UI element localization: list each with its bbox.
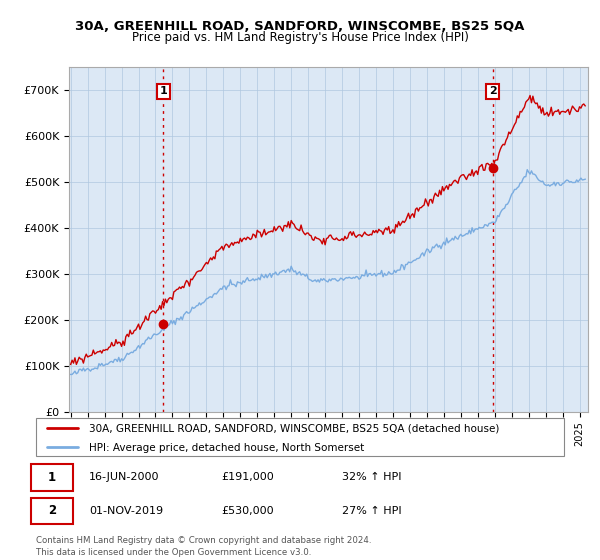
FancyBboxPatch shape [31, 464, 73, 491]
Text: 01-NOV-2019: 01-NOV-2019 [89, 506, 163, 516]
Text: 16-JUN-2000: 16-JUN-2000 [89, 473, 160, 482]
Text: 2: 2 [48, 505, 56, 517]
Text: HPI: Average price, detached house, North Somerset: HPI: Average price, detached house, Nort… [89, 442, 364, 452]
Text: 27% ↑ HPI: 27% ↑ HPI [342, 506, 402, 516]
Text: Price paid vs. HM Land Registry's House Price Index (HPI): Price paid vs. HM Land Registry's House … [131, 31, 469, 44]
Text: £530,000: £530,000 [221, 506, 274, 516]
Text: £191,000: £191,000 [221, 473, 274, 482]
FancyBboxPatch shape [36, 418, 564, 456]
Text: Contains HM Land Registry data © Crown copyright and database right 2024.
This d: Contains HM Land Registry data © Crown c… [36, 536, 371, 557]
Text: 30A, GREENHILL ROAD, SANDFORD, WINSCOMBE, BS25 5QA (detached house): 30A, GREENHILL ROAD, SANDFORD, WINSCOMBE… [89, 423, 499, 433]
Text: 1: 1 [160, 86, 167, 96]
Text: 1: 1 [48, 471, 56, 484]
Text: 30A, GREENHILL ROAD, SANDFORD, WINSCOMBE, BS25 5QA: 30A, GREENHILL ROAD, SANDFORD, WINSCOMBE… [76, 20, 524, 32]
Text: 32% ↑ HPI: 32% ↑ HPI [342, 473, 402, 482]
Text: 2: 2 [489, 86, 496, 96]
FancyBboxPatch shape [31, 498, 73, 524]
